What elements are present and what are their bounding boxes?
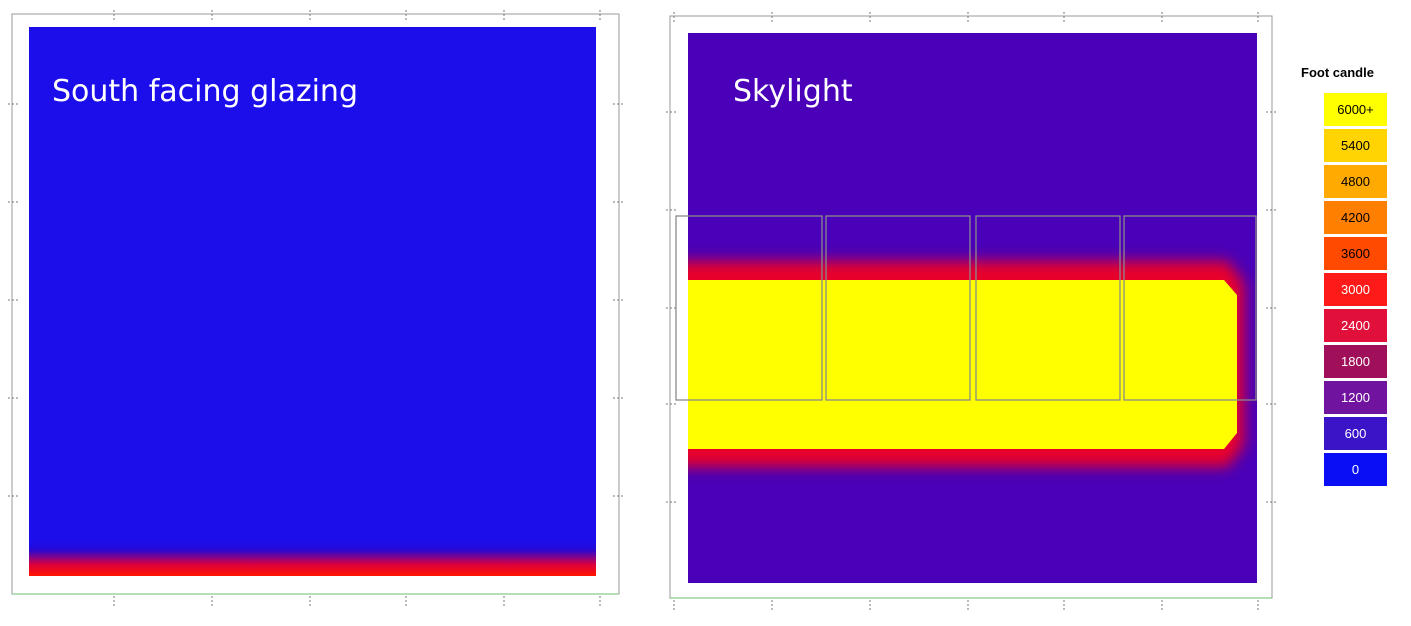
legend-swatches: 6000+ 5400 4800 4200 3600 3000 2400 1800 1200 600…	[1324, 93, 1387, 486]
legend-swatch: 1800	[1324, 345, 1387, 378]
heatmap-yellow-core	[688, 280, 1237, 449]
legend-swatch: 1200	[1324, 381, 1387, 414]
legend-title: Foot candle	[1301, 65, 1374, 80]
heatmap-panel-south-glazing: South facing glazing	[8, 10, 623, 608]
legend-swatch: 3000	[1324, 273, 1387, 306]
legend-swatch: 6000+	[1324, 93, 1387, 126]
legend-swatch: 2400	[1324, 309, 1387, 342]
plot-frame	[666, 12, 1276, 612]
skylight-outline	[675, 215, 823, 401]
skylight-outlines	[675, 215, 1257, 401]
heatmap-canvas	[688, 33, 1257, 583]
legend-swatch: 0	[1324, 453, 1387, 486]
heatmap-plot-area	[29, 27, 596, 576]
heatmap-canvas	[29, 27, 596, 576]
legend-swatch: 600	[1324, 417, 1387, 450]
legend-swatch: 5400	[1324, 129, 1387, 162]
heatmap-panel-skylight: Skylight	[666, 12, 1276, 612]
plot-frame	[8, 10, 623, 608]
skylight-outline	[825, 215, 971, 401]
panel-title: South facing glazing	[52, 74, 358, 109]
heatmap-background	[29, 27, 596, 576]
legend-swatch: 4200	[1324, 201, 1387, 234]
heatmap-plot-area	[688, 33, 1257, 583]
legend-swatch: 4800	[1324, 165, 1387, 198]
skylight-outline	[975, 215, 1121, 401]
color-legend: Foot candle 6000+ 5400 4800 4200 3600 3000 240…	[1296, 65, 1406, 489]
legend-swatch: 3600	[1324, 237, 1387, 270]
skylight-outline	[1123, 215, 1257, 401]
panel-title: Skylight	[733, 74, 853, 109]
heatmap-hot-band	[29, 539, 596, 576]
